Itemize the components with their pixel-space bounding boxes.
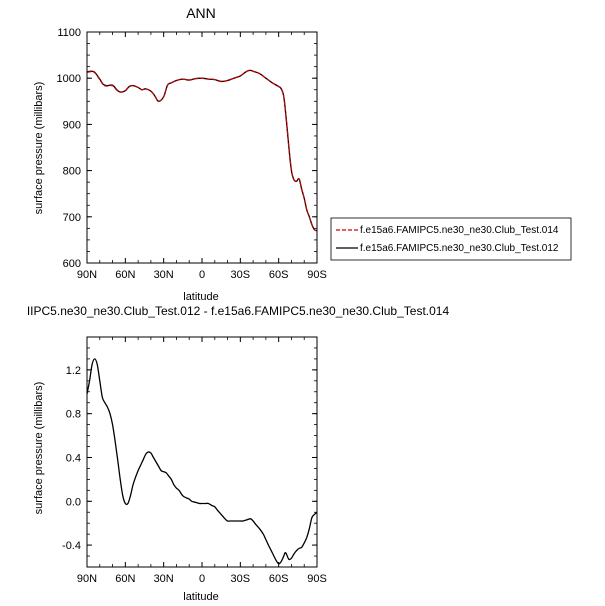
- top-chart-frame: [86, 31, 318, 264]
- x-tick-label: 90N: [77, 269, 97, 281]
- series-line: [86, 358, 318, 565]
- top-chart-lines: [86, 69, 318, 232]
- bottom-chart-ticks: 90N 60N 30N 0 30S 60S 90S -0.4 0.0 0.4 0.8 1.2: [62, 336, 327, 585]
- legend-box: [330, 217, 572, 261]
- y-tick-label: 0.0: [66, 496, 81, 508]
- top-chart-xlabel: latitude: [183, 291, 218, 303]
- x-tick-label: 60S: [269, 573, 289, 585]
- bottom-chart-frame: [86, 336, 318, 568]
- x-tick-label: 0: [199, 573, 205, 585]
- bottom-chart-title: IIPC5.ne30_ne30.Club_Test.012 - f.e15a6.…: [27, 304, 450, 318]
- x-tick-label: 90S: [307, 573, 327, 585]
- y-tick-label: 600: [63, 258, 81, 270]
- legend-label-014: f.e15a6.FAMIPC5.ne30_ne30.Club_Test.014: [360, 225, 559, 236]
- x-tick-label: 0: [199, 269, 205, 281]
- top-chart-ylabel: surface pressure (millibars): [33, 82, 45, 215]
- y-tick-label: 1000: [57, 73, 81, 85]
- x-tick-label: 30S: [231, 573, 251, 585]
- y-tick-label: 800: [63, 166, 81, 178]
- bottom-chart-ylabel: surface pressure (millibars): [33, 382, 45, 515]
- x-tick-label: 30N: [154, 269, 174, 281]
- top-chart-title: ANN: [186, 5, 216, 21]
- x-tick-label: 90N: [77, 573, 97, 585]
- x-tick-label: 60S: [269, 269, 289, 281]
- bottom-chart: IIPC5.ne30_ne30.Club_Test.012 - f.e15a6.…: [27, 304, 450, 603]
- y-tick-label: 700: [63, 212, 81, 224]
- bottom-chart-lines: [86, 358, 318, 565]
- top-chart-ticks: 90N 60N 30N 0 30S 60S 90S 600 700 800 900 1000 1100: [57, 27, 327, 281]
- x-tick-label: 90S: [307, 269, 327, 281]
- legend: f.e15a6.FAMIPC5.ne30_ne30.Club_Test.014 …: [330, 217, 572, 261]
- y-tick-label: 0.8: [66, 409, 81, 421]
- top-chart: ANN latitude surface pressure (millibars…: [33, 5, 327, 303]
- y-tick-label: -0.4: [62, 540, 81, 552]
- y-tick-label: 1.2: [66, 365, 81, 377]
- legend-label-012: f.e15a6.FAMIPC5.ne30_ne30.Club_Test.012: [360, 243, 559, 254]
- series-line: [86, 69, 318, 232]
- series-line: [86, 69, 318, 232]
- bottom-chart-xlabel: latitude: [183, 591, 218, 603]
- y-tick-label: 1100: [57, 27, 81, 39]
- x-tick-label: 30N: [154, 573, 174, 585]
- x-tick-label: 60N: [115, 269, 135, 281]
- y-tick-label: 0.4: [66, 452, 81, 464]
- x-tick-label: 30S: [231, 269, 251, 281]
- y-tick-label: 900: [63, 119, 81, 131]
- x-tick-label: 60N: [115, 573, 135, 585]
